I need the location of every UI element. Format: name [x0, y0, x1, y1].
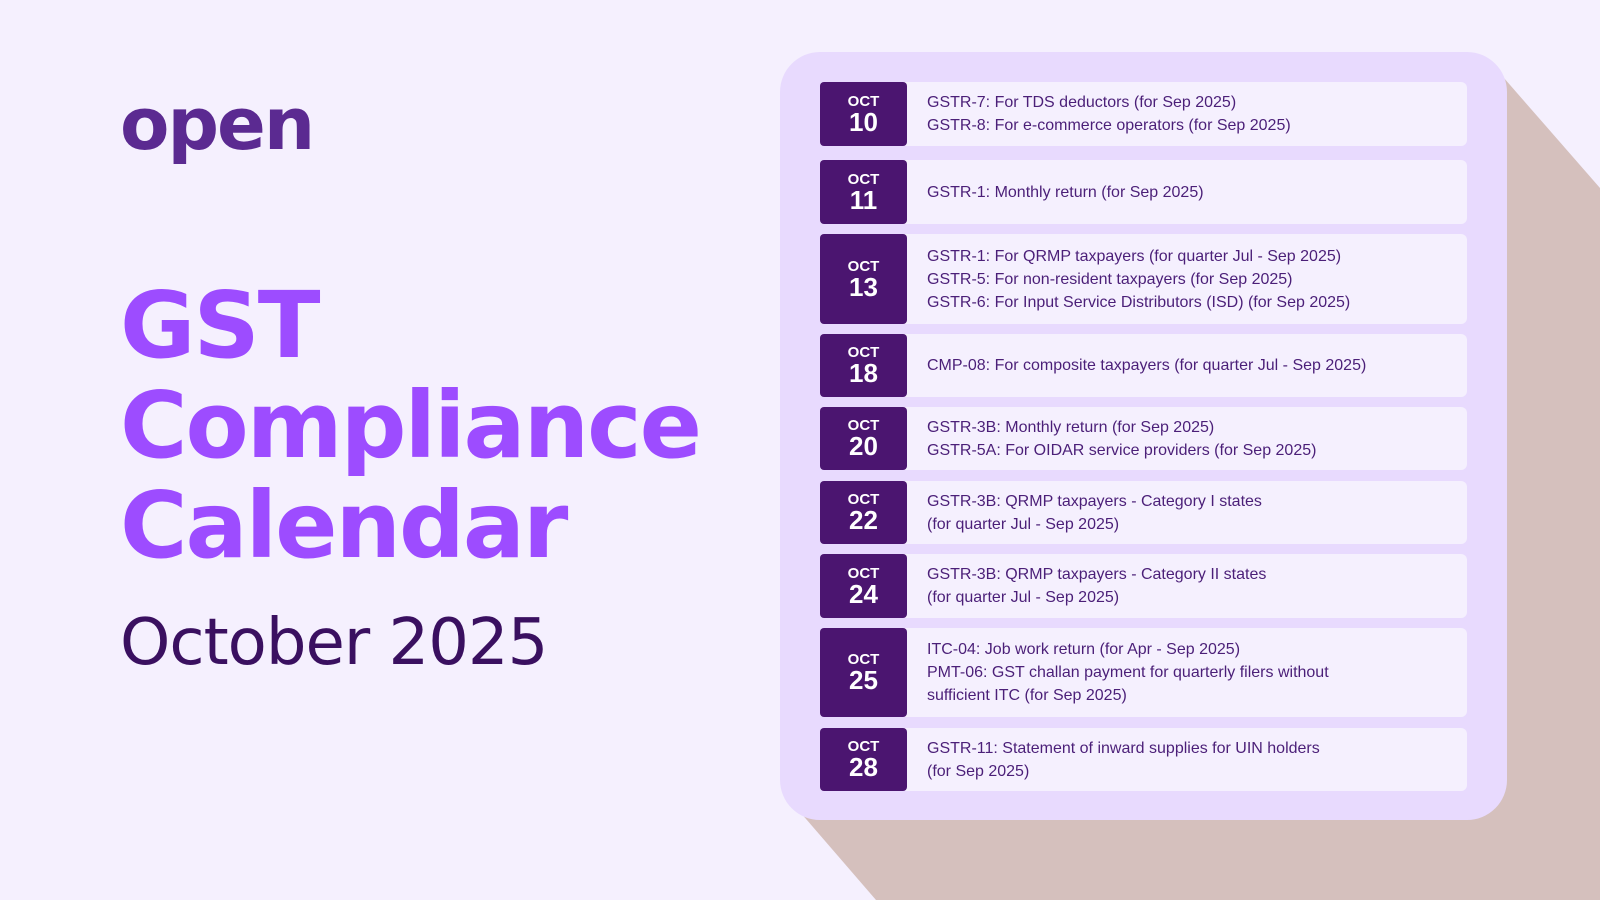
date-month: OCT — [847, 738, 880, 755]
entry-details: GSTR-3B: QRMP taxpayers - Category I sta… — [907, 481, 1262, 544]
calendar-entry: OCT 11 GSTR-1: Monthly return (for Sep 202… — [820, 160, 1467, 224]
date-badge: OCT 22 — [820, 481, 907, 544]
date-badge: OCT 13 — [820, 234, 907, 324]
entry-line: GSTR-3B: QRMP taxpayers - Category II st… — [927, 566, 1267, 583]
open-logo: open — [120, 82, 315, 166]
title-line: Calendar — [120, 472, 568, 579]
calendar-entry: OCT 25 ITC-04: Job work return (for Apr - … — [820, 628, 1467, 717]
date-day: 11 — [849, 184, 878, 215]
calendar-card: OCT 10 GSTR-7: For TDS deductors (for Sep … — [780, 52, 1507, 820]
date-month: OCT — [847, 491, 880, 508]
entry-line: GSTR-11: Statement of inward supplies fo… — [927, 739, 1320, 757]
entry-details: ITC-04: Job work return (for Apr - Sep 2… — [907, 628, 1329, 717]
entry-line: sufficient ITC (for Sep 2025) — [927, 687, 1127, 704]
date-badge: OCT 10 — [820, 82, 907, 146]
date-month: OCT — [847, 564, 880, 582]
entry-details: GSTR-3B: QRMP taxpayers - Category II st… — [907, 554, 1266, 618]
date-day: 24 — [849, 578, 878, 609]
date-badge: OCT 24 — [820, 554, 907, 618]
entry-details: GSTR-1: For QRMP taxpayers (for quarter … — [907, 234, 1350, 324]
month-subtitle: October 2025 — [120, 606, 548, 680]
date-day: 13 — [849, 271, 878, 302]
page-title: GST Compliance Calendar — [120, 272, 702, 579]
entry-line: GSTR-1: For QRMP taxpayers (for quarter … — [927, 247, 1342, 265]
entry-details: GSTR-7: For TDS deductors (for Sep 2025)… — [907, 82, 1291, 146]
date-badge: OCT 18 — [820, 334, 907, 397]
calendar-entry: OCT 13 GSTR-1: For QRMP taxpayers (for qua… — [820, 234, 1467, 324]
date-day: 18 — [849, 358, 878, 388]
date-month: OCT — [847, 92, 880, 110]
date-month: OCT — [847, 344, 880, 361]
calendar-entry: OCT 22 GSTR-3B: QRMP taxpayers - Category … — [820, 481, 1467, 544]
calendar-entry: OCT 10 GSTR-7: For TDS deductors (for Sep … — [820, 82, 1467, 146]
entry-details: GSTR-1: Monthly return (for Sep 2025) — [907, 160, 1204, 224]
calendar-entry: OCT 28 GSTR-11: Statement of inward suppli… — [820, 728, 1467, 791]
date-day: 20 — [849, 431, 878, 461]
entry-line: GSTR-6: For Input Service Distributors (… — [927, 293, 1351, 311]
date-day: 22 — [849, 505, 878, 535]
calendar-entry: OCT 24 GSTR-3B: QRMP taxpayers - Category … — [820, 554, 1467, 618]
date-month: OCT — [847, 417, 880, 434]
entry-line: GSTR-8: For e-commerce operators (for Se… — [927, 117, 1291, 134]
entry-line: GSTR-3B: QRMP taxpayers - Category I sta… — [927, 492, 1262, 510]
date-badge: OCT 11 — [820, 160, 907, 224]
title-line: GST — [120, 272, 321, 379]
date-month: OCT — [847, 651, 880, 668]
entry-details: GSTR-11: Statement of inward supplies fo… — [907, 728, 1320, 791]
entry-line: GSTR-5A: For OIDAR service providers (fo… — [927, 441, 1317, 459]
date-month: OCT — [847, 170, 880, 188]
entry-line: GSTR-3B: Monthly return (for Sep 2025) — [927, 418, 1215, 436]
entry-line: (for quarter Jul - Sep 2025) — [927, 515, 1120, 533]
date-day: 28 — [849, 752, 878, 782]
date-day: 10 — [849, 106, 878, 137]
entry-details: GSTR-3B: Monthly return (for Sep 2025) GS… — [907, 407, 1316, 470]
date-badge: OCT 25 — [820, 628, 907, 717]
date-badge: OCT 28 — [820, 728, 907, 791]
entry-line: GSTR-5: For non-resident taxpayers (for … — [927, 270, 1293, 288]
entry-line: (for Sep 2025) — [927, 762, 1030, 780]
date-day: 25 — [849, 665, 878, 695]
date-month: OCT — [847, 257, 880, 275]
date-badge: OCT 20 — [820, 407, 907, 470]
entry-line: ITC-04: Job work return (for Apr - Sep 2… — [927, 641, 1241, 658]
entry-line: PMT-06: GST challan payment for quarterl… — [927, 664, 1329, 681]
entry-line: GSTR-7: For TDS deductors (for Sep 2025) — [927, 94, 1237, 111]
title-line: Compliance — [120, 372, 702, 479]
entry-line: CMP-08: For composite taxpayers (for qua… — [927, 357, 1367, 374]
entry-line: GSTR-1: Monthly return (for Sep 2025) — [927, 183, 1204, 201]
entry-details: CMP-08: For composite taxpayers (for qua… — [907, 334, 1366, 397]
calendar-entry: OCT 18 CMP-08: For composite taxpayers (fo… — [820, 334, 1467, 397]
entry-line: (for quarter Jul - Sep 2025) — [927, 589, 1120, 606]
calendar-entry: OCT 20 GSTR-3B: Monthly return (for Sep 20… — [820, 407, 1467, 470]
